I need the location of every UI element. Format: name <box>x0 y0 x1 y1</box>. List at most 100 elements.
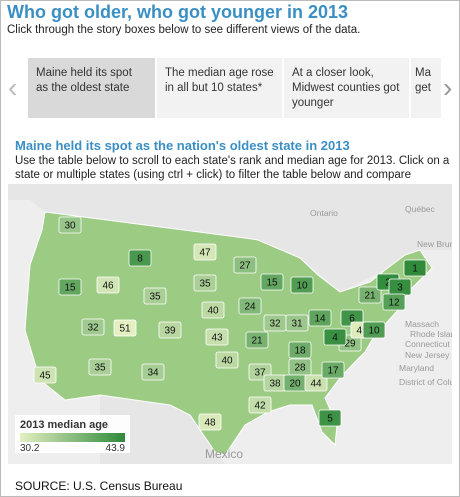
state-rank: 46 <box>102 281 114 292</box>
state-rank: 28 <box>294 363 306 374</box>
story-tab[interactable]: Maine held its spot as the oldest state <box>28 58 155 118</box>
state-shape <box>205 328 229 346</box>
place-label: Massach <box>405 319 439 329</box>
state-shape <box>193 243 217 261</box>
state-rank: 35 <box>199 279 211 290</box>
state-rank: 5 <box>327 414 333 425</box>
state-rank: 6 <box>349 314 355 325</box>
state-shape <box>238 297 262 315</box>
state-rank: 21 <box>251 336 263 347</box>
state-rank: 10 <box>368 326 380 337</box>
state-rank: 35 <box>149 292 161 303</box>
story-tab[interactable]: Ma get <box>411 58 441 118</box>
place-label: New Jersey <box>405 350 450 360</box>
state-rank: 4 <box>332 333 338 344</box>
story-tab[interactable]: The median age rose in all but 10 states… <box>157 58 282 118</box>
place-label: Ontario <box>310 208 338 218</box>
state-shape <box>308 309 332 327</box>
state-shape <box>128 249 152 267</box>
state-rank: 31 <box>291 319 303 330</box>
state-rank: 30 <box>64 221 76 232</box>
next-arrow[interactable]: › <box>443 72 453 103</box>
state-shape <box>58 278 82 296</box>
state-shape <box>248 396 272 414</box>
state-shape <box>198 413 222 431</box>
state-rank: 10 <box>296 281 308 292</box>
state-shape <box>304 374 328 392</box>
state-shape <box>81 318 105 336</box>
state-rank: 1 <box>412 264 418 275</box>
state-rank: 48 <box>204 418 216 429</box>
place-label: Mexico <box>205 447 243 461</box>
state-rank: 15 <box>64 283 76 294</box>
state-rank: 8 <box>137 254 143 265</box>
state-rank: 21 <box>364 291 376 302</box>
place-label: Québec <box>405 204 436 214</box>
state-shape <box>193 274 217 292</box>
state-shape <box>58 216 82 234</box>
state-shape <box>362 321 386 339</box>
state-shape <box>113 319 137 337</box>
state-rank: 51 <box>119 324 131 335</box>
state-shape <box>382 293 406 311</box>
state-rank: 42 <box>254 401 266 412</box>
state-rank: 17 <box>327 366 339 377</box>
state-rank: 24 <box>244 302 256 313</box>
place-label: Rhode Island <box>410 329 452 339</box>
state-shape <box>245 331 269 349</box>
state-rank: 38 <box>269 379 281 390</box>
state-shape <box>290 276 314 294</box>
state-shape <box>358 286 382 304</box>
source-note: SOURCE: U.S. Census Bureau <box>15 479 183 493</box>
state-rank: 32 <box>87 323 99 334</box>
page-subtitle: Click through the story boxes below to s… <box>7 24 361 36</box>
state-rank: 18 <box>294 346 306 357</box>
canada <box>8 184 452 292</box>
map-attribution: © OpenStreetMap contributors <box>15 463 165 464</box>
state-shape <box>321 361 345 379</box>
state-rank: 40 <box>221 356 233 367</box>
state-shape <box>323 328 347 346</box>
state-rank: 32 <box>269 319 281 330</box>
state-rank: 45 <box>39 371 51 382</box>
state-shape <box>403 259 427 277</box>
story-tab[interactable]: At a closer look, Midwest counties got y… <box>284 58 409 118</box>
page-title: Who got older, who got younger in 2013 <box>7 2 349 22</box>
place-label: Maryland <box>399 363 434 373</box>
state-rank: 29 <box>344 339 356 350</box>
state-rank: 14 <box>314 314 326 325</box>
place-label: New Brunswick <box>417 239 452 249</box>
state-rank: 44 <box>310 379 322 390</box>
state-rank: 40 <box>207 306 219 317</box>
state-rank: 49 <box>356 326 368 337</box>
state-shape <box>33 366 57 384</box>
state-rank: 3 <box>397 283 403 294</box>
us-outline <box>24 211 433 456</box>
state-shape <box>215 351 239 369</box>
state-rank: 35 <box>94 363 106 374</box>
legend-min: 30.2 <box>20 443 40 454</box>
state-shape <box>288 341 312 359</box>
place-label: District of Columbia <box>399 377 452 387</box>
mexico-land <box>100 395 225 464</box>
state-shape <box>158 321 182 339</box>
prev-arrow[interactable]: ‹ <box>8 72 18 103</box>
state-shape <box>318 409 342 427</box>
state-rank: 27 <box>239 261 251 272</box>
state-rank: 2 <box>385 278 391 289</box>
state-rank: 37 <box>254 368 266 379</box>
state-rank: 47 <box>199 248 211 259</box>
legend-max: 43.9 <box>106 443 126 454</box>
section-description: Use the table below to scroll to each st… <box>15 155 450 181</box>
state-rank: 43 <box>211 333 223 344</box>
state-rank: 20 <box>289 379 301 390</box>
state-shape <box>143 287 167 305</box>
section-title: Maine held its spot as the nation's olde… <box>15 138 350 153</box>
state-rank: 12 <box>388 298 400 309</box>
state-shape <box>201 301 225 319</box>
place-label: Connecticut <box>405 339 451 349</box>
state-shape <box>96 276 120 294</box>
state-shape <box>233 256 257 274</box>
state-shape <box>141 363 165 381</box>
state-rank: 39 <box>164 326 176 337</box>
